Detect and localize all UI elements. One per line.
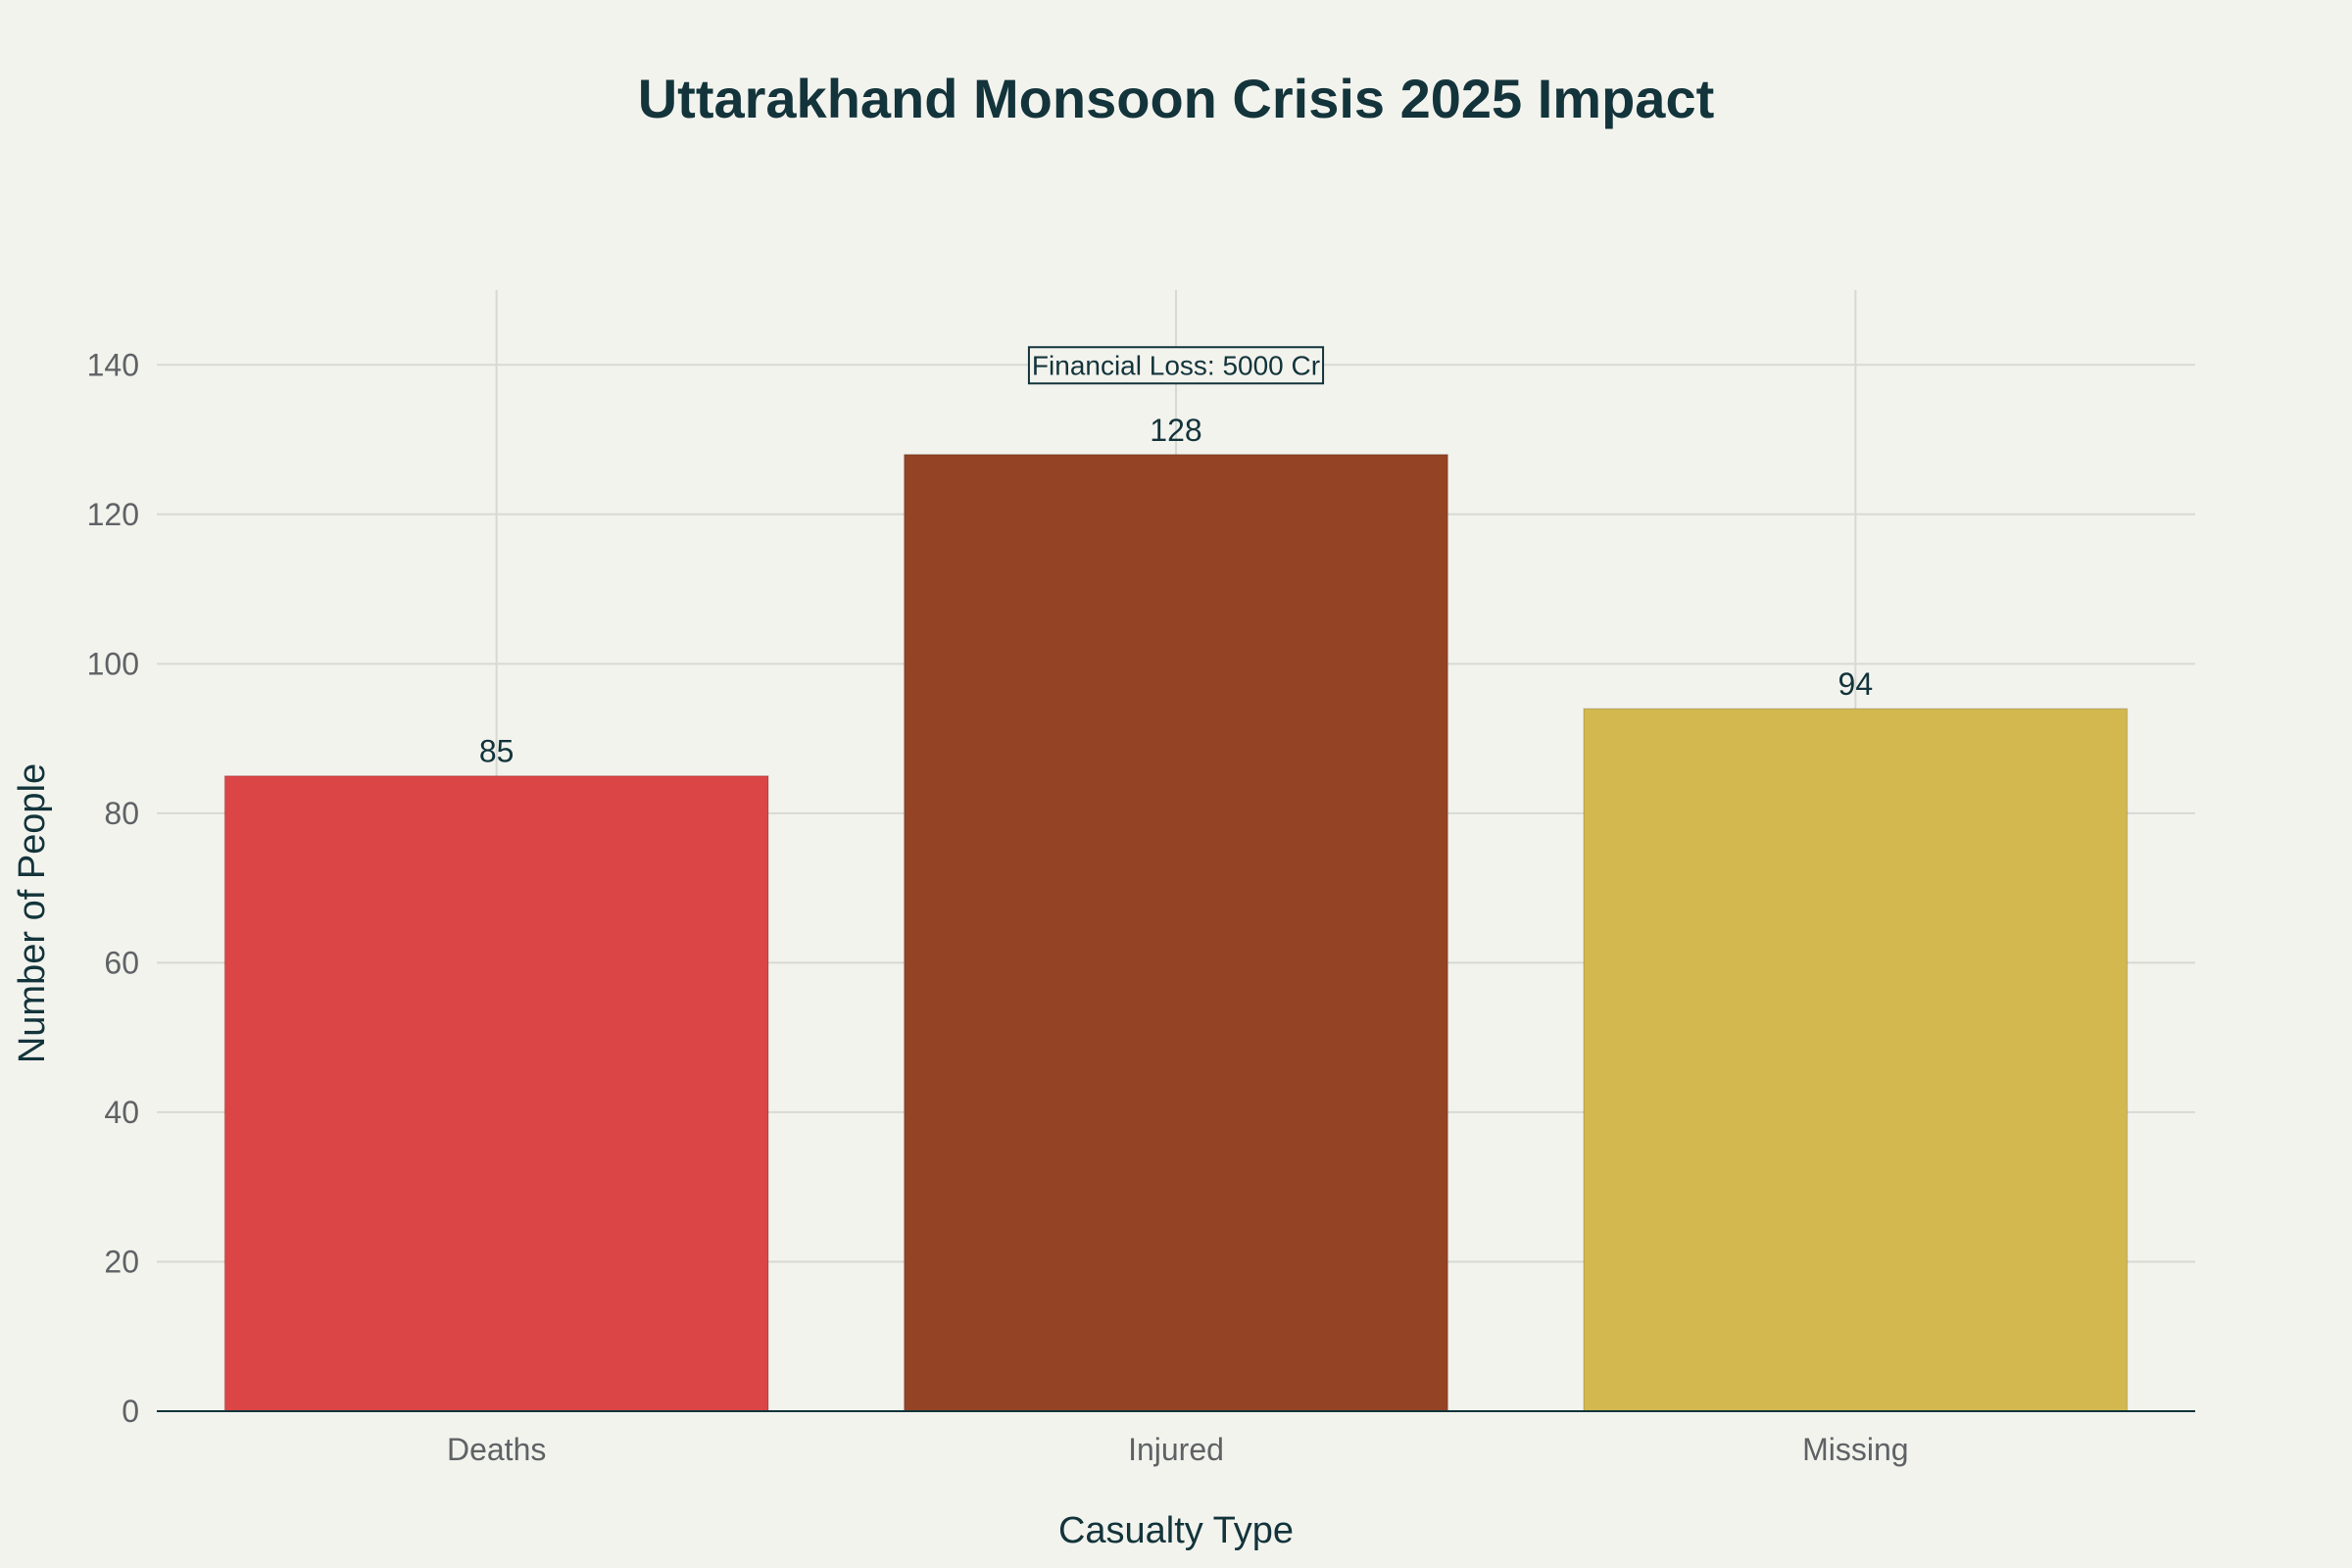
annotation-box <box>1027 346 1325 385</box>
bar-injured[interactable] <box>903 454 1449 1412</box>
y-axis-title: Number of People <box>12 763 53 1063</box>
data-labels: 85 128 94 <box>479 413 1873 769</box>
annotation-text: Financial Loss: 5000 Cr <box>1032 350 1320 380</box>
y-tick-label: 20 <box>104 1244 139 1279</box>
y-tick-label: 60 <box>104 945 139 980</box>
x-tick-label: Deaths <box>447 1432 546 1467</box>
x-tick-label: Missing <box>1802 1432 1908 1467</box>
annotation: Financial Loss: 5000 Cr <box>1027 346 1325 385</box>
data-label: 128 <box>1150 413 1201 448</box>
axes: 0 20 40 60 80 100 120 140 Deaths Injured Missing <box>87 347 2195 1467</box>
bar-deaths[interactable] <box>223 774 769 1412</box>
y-tick-label: 140 <box>87 347 139 382</box>
data-label: 85 <box>479 734 514 769</box>
bar-missing[interactable] <box>1583 708 2129 1412</box>
x-axis-title: Casualty Type <box>1058 1510 1294 1551</box>
bars <box>223 454 2129 1412</box>
y-tick-label: 0 <box>122 1394 139 1429</box>
y-tick-label: 100 <box>87 646 139 681</box>
y-tick-label: 80 <box>104 796 139 831</box>
data-label: 94 <box>1838 666 1874 702</box>
y-tick-label: 40 <box>104 1095 139 1130</box>
x-tick-label: Injured <box>1128 1432 1224 1467</box>
chart-title: Uttarakhand Monsoon Crisis 2025 Impact <box>638 68 1715 129</box>
y-tick-label: 120 <box>87 497 139 532</box>
